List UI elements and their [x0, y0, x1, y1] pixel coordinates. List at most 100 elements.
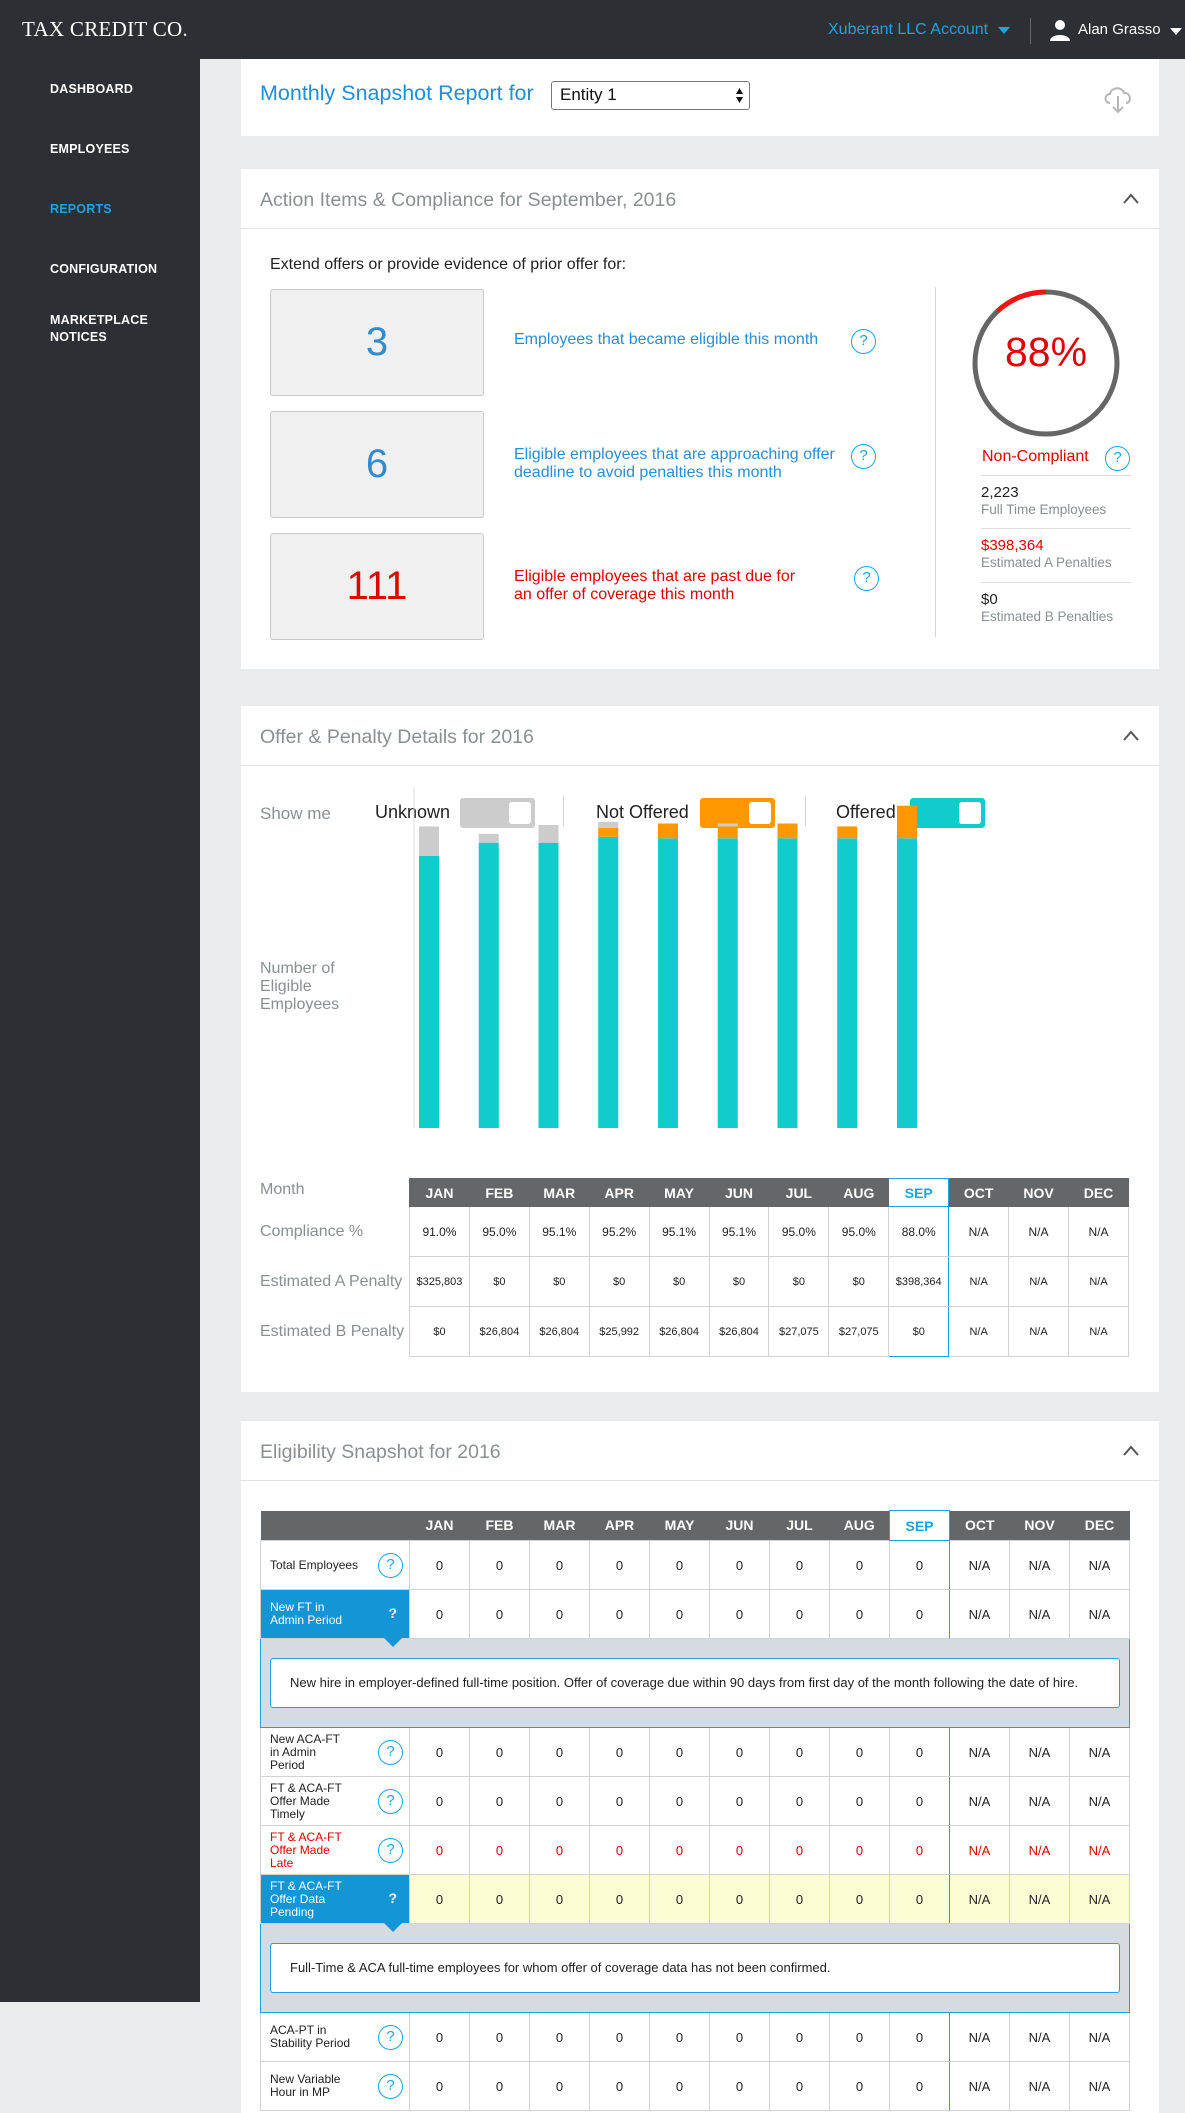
- chevron-down-icon[interactable]: [998, 27, 1010, 34]
- month-header-nov[interactable]: NOV: [1008, 1178, 1069, 1207]
- sidebar-item-configuration[interactable]: CONFIGURATION: [50, 262, 158, 276]
- card-header: Offer & Penalty Details for 2016: [241, 706, 1159, 766]
- sidebar-item-marketplace-notices[interactable]: MARKETPLACE NOTICES: [50, 313, 149, 344]
- month-header-sep[interactable]: SEP: [889, 1510, 950, 1541]
- user-icon[interactable]: [1050, 19, 1070, 41]
- month-header-jun[interactable]: JUN: [709, 1510, 770, 1541]
- help-icon[interactable]: ?: [378, 1553, 403, 1578]
- month-header-oct[interactable]: OCT: [948, 1178, 1010, 1207]
- month-header-mar[interactable]: MAR: [529, 1510, 590, 1541]
- past-due-count-box[interactable]: 111: [270, 533, 484, 640]
- month-header-feb[interactable]: FEB: [468, 1178, 530, 1207]
- value-cell: N/A: [949, 1825, 1010, 1875]
- value-cell: 0: [649, 1874, 710, 1924]
- help-icon[interactable]: ?: [388, 1890, 397, 1906]
- value-cell: N/A: [1009, 2012, 1070, 2062]
- month-header-jan[interactable]: JAN: [409, 1178, 470, 1207]
- month-header-apr[interactable]: APR: [589, 1510, 650, 1541]
- month-header-feb[interactable]: FEB: [469, 1510, 530, 1541]
- bar-offered-apr[interactable]: [598, 836, 619, 1128]
- bar-offered-aug[interactable]: [837, 838, 858, 1128]
- toggle-label-offered: Offered: [836, 802, 896, 822]
- help-icon[interactable]: ?: [854, 566, 879, 591]
- help-icon[interactable]: ?: [378, 1838, 403, 1863]
- bar-unknown-jan[interactable]: [419, 826, 439, 856]
- bar-unknown-feb[interactable]: [478, 833, 499, 843]
- month-header-mar[interactable]: MAR: [528, 1178, 590, 1207]
- month-header-apr[interactable]: APR: [588, 1178, 650, 1207]
- account-switcher[interactable]: Xuberant LLC Account: [828, 21, 989, 38]
- bar-offered-jul[interactable]: [777, 838, 798, 1128]
- value-cell: 0: [889, 2061, 950, 2111]
- top-bar: TAX CREDIT CO. Xuberant LLC Account Alan…: [0, 0, 1185, 59]
- bar-not-offered-may[interactable]: [658, 823, 678, 839]
- row-label[interactable]: New Variable Hour in MP?: [260, 2061, 410, 2111]
- bar-offered-jan[interactable]: [419, 856, 439, 1128]
- sidebar-item-reports[interactable]: REPORTS: [50, 202, 112, 216]
- row-label[interactable]: FT & ACA-FT Offer Data Pending?: [260, 1874, 410, 1932]
- month-header-oct[interactable]: OCT: [949, 1510, 1010, 1541]
- bar-unknown-jun[interactable]: [717, 823, 738, 827]
- bar-not-offered-apr[interactable]: [598, 827, 619, 837]
- month-header-jul[interactable]: JUL: [768, 1178, 830, 1207]
- month-header-may[interactable]: MAY: [648, 1178, 710, 1207]
- help-icon[interactable]: ?: [378, 2025, 403, 2050]
- sidebar-item-dashboard[interactable]: DASHBOARD: [50, 82, 134, 96]
- row-label[interactable]: Total Employees?: [260, 1540, 410, 1590]
- month-header-may[interactable]: MAY: [649, 1510, 710, 1541]
- bar-offered-sep[interactable]: [897, 838, 917, 1128]
- value-cell: 0: [769, 1776, 830, 1826]
- bar-unknown-apr[interactable]: [598, 822, 619, 828]
- chevron-up-icon[interactable]: [1123, 728, 1139, 744]
- bar-offered-feb[interactable]: [478, 842, 499, 1128]
- month-header-jul[interactable]: JUL: [769, 1510, 830, 1541]
- month-header-sep[interactable]: SEP: [888, 1178, 950, 1207]
- bar-not-offered-jul[interactable]: [777, 823, 798, 839]
- month-header-aug[interactable]: AUG: [829, 1510, 890, 1541]
- bar-offered-mar[interactable]: [538, 842, 559, 1128]
- toggle-unknown[interactable]: [460, 798, 535, 828]
- month-header-nov[interactable]: NOV: [1009, 1510, 1070, 1541]
- row-label[interactable]: ACA-PT in Stability Period?: [260, 2012, 410, 2062]
- help-icon[interactable]: ?: [388, 1605, 397, 1621]
- sidebar-item-employees[interactable]: EMPLOYEES: [50, 142, 130, 156]
- value-cell: 0: [529, 1825, 590, 1875]
- month-header-dec[interactable]: DEC: [1067, 1178, 1130, 1207]
- bar-not-offered-aug[interactable]: [837, 826, 858, 839]
- value-cell: 0: [829, 1776, 890, 1826]
- help-icon[interactable]: ?: [378, 1789, 403, 1814]
- bar-offered-jun[interactable]: [717, 838, 738, 1128]
- entity-select[interactable]: Entity 1: [551, 81, 750, 110]
- month-header-jan[interactable]: JAN: [409, 1510, 470, 1541]
- penalty-a-cell: $0: [528, 1256, 590, 1307]
- bar-offered-may[interactable]: [658, 838, 678, 1128]
- toggle-offered[interactable]: [910, 798, 985, 828]
- help-icon[interactable]: ?: [851, 329, 876, 354]
- chevron-up-icon[interactable]: [1123, 1443, 1139, 1459]
- cloud-download-icon[interactable]: [1101, 81, 1135, 115]
- eligible-count-box[interactable]: 3: [270, 289, 484, 396]
- chevron-down-icon[interactable]: [1170, 28, 1182, 35]
- month-header-dec[interactable]: DEC: [1069, 1510, 1130, 1541]
- approaching-count-box[interactable]: 6: [270, 411, 484, 518]
- month-header-jun[interactable]: JUN: [708, 1178, 770, 1207]
- user-menu[interactable]: Alan Grasso: [1078, 21, 1161, 38]
- help-icon[interactable]: ?: [851, 444, 876, 469]
- value-cell: 0: [769, 2012, 830, 2062]
- bar-not-offered-jun[interactable]: [717, 826, 738, 839]
- bar-unknown-mar[interactable]: [538, 824, 559, 843]
- help-icon[interactable]: ?: [378, 2074, 403, 2099]
- chevron-up-icon[interactable]: [1123, 191, 1139, 207]
- row-label[interactable]: New FT in Admin Period?: [260, 1589, 410, 1647]
- help-icon[interactable]: ?: [1105, 446, 1130, 471]
- row-label[interactable]: New ACA-FT in Admin Period?: [260, 1727, 410, 1777]
- brand-logo[interactable]: TAX CREDIT CO.: [22, 17, 189, 41]
- value-cell: N/A: [1009, 1589, 1070, 1639]
- value-cell: 0: [889, 1825, 950, 1875]
- month-header-aug[interactable]: AUG: [828, 1178, 890, 1207]
- row-label[interactable]: FT & ACA-FT Offer Made Late?: [260, 1825, 410, 1875]
- row-label[interactable]: FT & ACA-FT Offer Made Timely?: [260, 1776, 410, 1826]
- help-icon[interactable]: ?: [378, 1740, 403, 1765]
- bar-not-offered-sep[interactable]: [897, 805, 917, 839]
- value-cell: 0: [409, 1776, 470, 1826]
